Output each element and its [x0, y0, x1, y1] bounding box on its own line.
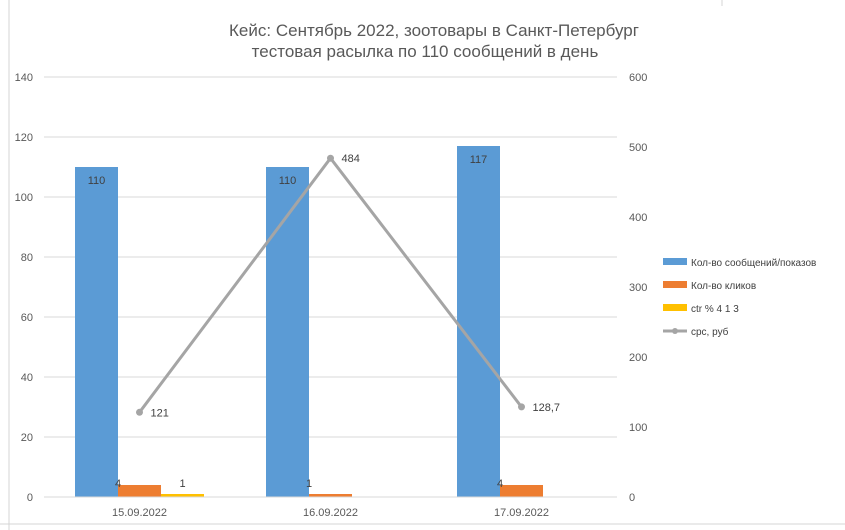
- cpc-data-label: 128,7: [533, 402, 561, 414]
- cpc-point: [136, 408, 143, 416]
- y-right-tick-label: 500: [629, 142, 647, 154]
- cpc-point: [327, 154, 334, 162]
- bar-data-label: 117: [470, 154, 488, 166]
- x-tick-label: 17.09.2022: [494, 507, 549, 519]
- cpc-data-label: 484: [342, 153, 360, 165]
- bar-undefined: [309, 494, 352, 497]
- y-right-tick-label: 0: [629, 492, 635, 504]
- y-right-tick-label: 600: [629, 72, 647, 84]
- data-labels: 110 110 117 4 1 4 1 121 484 128,7: [88, 153, 560, 490]
- y-left-tick-label: 140: [15, 72, 33, 84]
- legend-swatch: [663, 281, 687, 288]
- bar-data-label: 4: [115, 478, 121, 490]
- y-left-tick-label: 40: [21, 372, 33, 384]
- legend-label: cpc, руб: [691, 326, 729, 338]
- gridlines: [44, 76, 617, 438]
- bar-data-label: 1: [179, 478, 185, 490]
- bar-undefined: [266, 167, 309, 497]
- legend-label: Кол-во сообщений/показов: [691, 257, 816, 269]
- bar-undefined: [500, 485, 543, 497]
- bar-undefined: [75, 167, 118, 497]
- y-left-tick-label: 0: [27, 492, 33, 504]
- cpc-line: [136, 154, 525, 416]
- chart-title: Кейс: Сентябрь 2022, зоотовары в Санкт-П…: [229, 21, 639, 61]
- cpc-data-label: 121: [151, 407, 169, 419]
- legend-marker: [672, 328, 678, 334]
- bars: [75, 146, 543, 497]
- y-left-tick-label: 80: [21, 252, 33, 264]
- y-left-tick-label: 20: [21, 432, 33, 444]
- chart-title-line-2: тестовая расылка по 110 сообщений в день: [252, 42, 599, 61]
- axes: 0 20 40 60 80 100 120 140 0 100 200 300 400 500 600 15.…: [15, 72, 648, 519]
- cpc-point: [518, 403, 525, 411]
- chart-title-line-1: Кейс: Сентябрь 2022, зоотовары в Санкт-П…: [229, 21, 639, 40]
- bar-undefined: [457, 146, 500, 497]
- legend-swatch: [663, 304, 687, 311]
- bar-data-label: 110: [88, 175, 106, 187]
- bar-data-label: 110: [279, 175, 297, 187]
- y-right-tick-label: 300: [629, 282, 647, 294]
- x-tick-label: 16.09.2022: [303, 507, 358, 519]
- y-left-tick-label: 100: [15, 192, 33, 204]
- y-right-tick-label: 400: [629, 212, 647, 224]
- bar-undefined: [161, 494, 204, 497]
- legend-label: Кол-во кликов: [691, 281, 756, 292]
- legend-label: ctr % 4 1 3: [691, 304, 739, 315]
- legend-swatch: [663, 258, 687, 265]
- bar-data-label: 1: [306, 478, 312, 490]
- y-right-tick-label: 100: [629, 422, 647, 434]
- x-tick-label: 15.09.2022: [112, 507, 167, 519]
- y-left-tick-label: 60: [21, 312, 33, 324]
- legend: Кол-во сообщений/показов Кол-во кликов ctr…: [663, 257, 816, 338]
- y-right-tick-label: 200: [629, 352, 647, 364]
- bar-data-label: 4: [497, 478, 503, 490]
- bar-undefined: [118, 485, 161, 497]
- y-left-tick-label: 120: [15, 132, 33, 144]
